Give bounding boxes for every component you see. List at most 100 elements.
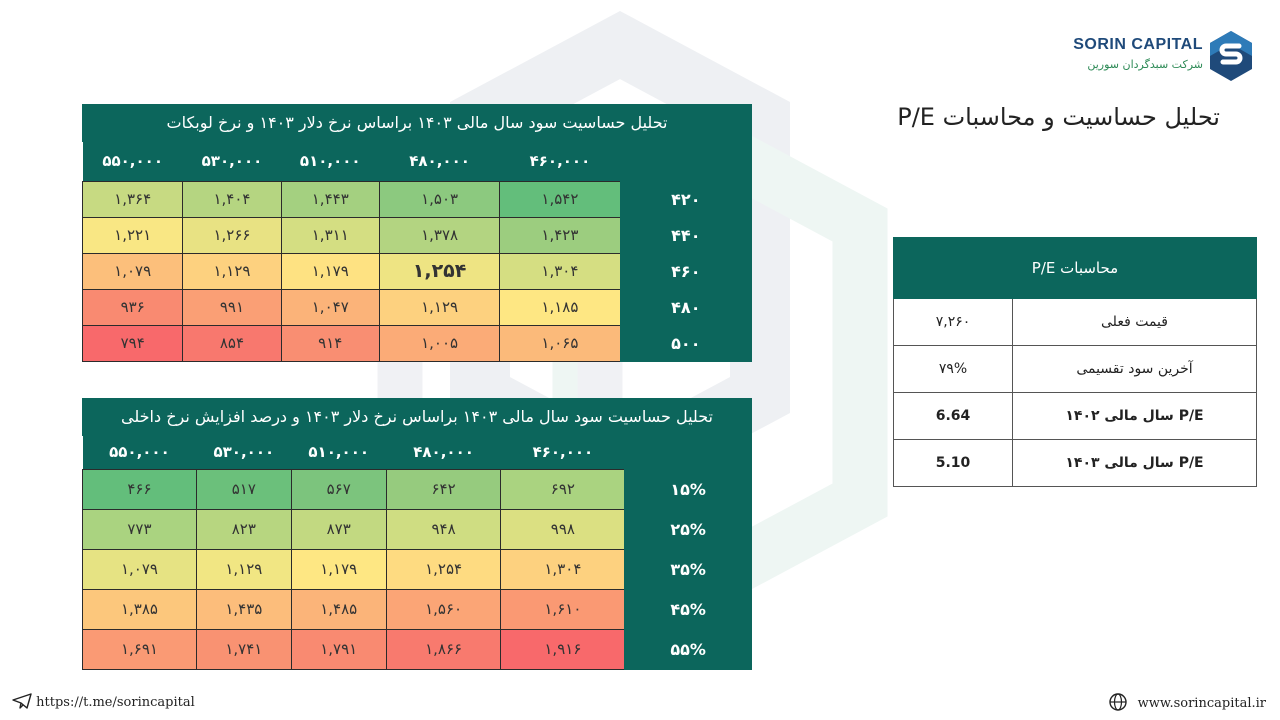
column-header: ۵۳۰,۰۰۰ <box>196 436 292 469</box>
column-header: ۵۱۰,۰۰۰ <box>281 142 380 181</box>
logo-mark-icon <box>1210 31 1252 81</box>
sensitivity-table-lubcut: تحلیل حساسیت سود سال مالی ۱۴۰۳ براساس نر… <box>81 104 753 362</box>
table-cell: ۱,۳۷۸ <box>378 216 501 254</box>
pe-label: آخرین سود تقسیمی <box>1012 345 1257 393</box>
table-cell: ۱,۱۷۹ <box>290 548 387 590</box>
pe-label: P/E سال مالی ۱۴۰۲ <box>1012 392 1257 440</box>
table-row: ۵۰۰ ۱,۰۶۵ ۱,۰۰۵ ۹۱۴ ۸۵۴ ۷۹۴ <box>81 324 753 362</box>
table-cell: ۱,۲۶۶ <box>182 216 282 254</box>
table-cell: ۱,۰۷۹ <box>81 252 184 290</box>
table-cell: ۱,۵۰۳ <box>378 180 501 218</box>
company-logo: SORIN CAPITAL شرکت سبدگردان سورین <box>1068 30 1253 85</box>
table-cell: ۱,۲۵۴ <box>385 548 502 590</box>
table-cell: ۱,۳۶۴ <box>81 180 184 218</box>
table-cell: ۱,۱۲۹ <box>182 252 282 290</box>
table-cell: ۷۹۴ <box>81 324 184 362</box>
table-cell: ۹۹۸ <box>500 508 626 550</box>
table-cell: ۱,۳۰۴ <box>499 252 621 290</box>
row-label: ۴۴۰ <box>619 216 753 254</box>
table-cell: ۱,۰۴۷ <box>280 288 380 326</box>
pe-value: ۷,۲۶۰ <box>893 298 1013 346</box>
table-cell: ۹۹۱ <box>182 288 282 326</box>
table-cell: ۱,۸۶۶ <box>385 628 502 670</box>
table-cell: ۹۴۸ <box>385 508 502 550</box>
table-row: ۵۵% ۱,۹۱۶ ۱,۸۶۶ ۱,۷۹۱ ۱,۷۴۱ ۱,۶۹۱ <box>82 628 752 670</box>
table-cell: ۱,۴۰۴ <box>182 180 282 218</box>
table-cell: ۱,۴۳۵ <box>195 588 292 630</box>
telegram-url: https://t.me/sorincapital <box>36 695 195 710</box>
table-cell: ۱,۷۹۱ <box>290 628 387 670</box>
website-url: www.sorincapital.ir <box>1137 696 1266 711</box>
globe-icon <box>1109 693 1128 711</box>
pe-calculation-table: محاسبات P/E قیمت فعلی ۷,۲۶۰ آخرین سود تقسیم… <box>893 237 1257 487</box>
row-label: ۴۵% <box>624 588 752 630</box>
table-cell: ۱,۲۵۴ <box>378 252 501 290</box>
header-corner <box>620 142 752 181</box>
table-row: ۴۸۰ ۱,۱۸۵ ۱,۱۲۹ ۱,۰۴۷ ۹۹۱ ۹۳۶ <box>81 288 753 326</box>
column-header: ۵۱۰,۰۰۰ <box>291 436 387 469</box>
telegram-link[interactable]: https://t.me/sorincapital <box>12 693 195 710</box>
column-header: ۴۶۰,۰۰۰ <box>500 436 625 469</box>
column-header: ۴۸۰,۰۰۰ <box>386 436 501 469</box>
table-header-row: ۴۶۰,۰۰۰ ۴۸۰,۰۰۰ ۵۱۰,۰۰۰ ۵۳۰,۰۰۰ ۵۵۰,۰۰۰ <box>82 436 752 469</box>
pe-value: 6.64 <box>893 392 1013 440</box>
table-cell: ۴۶۶ <box>82 468 197 510</box>
page-title: تحلیل حساسیت و محاسبات P/E <box>897 103 1220 131</box>
table-row: ۴۵% ۱,۶۱۰ ۱,۵۶۰ ۱,۴۸۵ ۱,۴۳۵ ۱,۳۸۵ <box>82 588 752 630</box>
table-cell: ۶۹۲ <box>500 468 626 510</box>
table-cell: ۷۷۳ <box>82 508 197 550</box>
table-cell: ۱,۱۲۹ <box>195 548 292 590</box>
table-cell: ۱,۳۸۵ <box>82 588 197 630</box>
table-cell: ۱,۲۲۱ <box>81 216 184 254</box>
logo-text-en: SORIN CAPITAL <box>1073 36 1203 53</box>
pe-label: P/E سال مالی ۱۴۰۳ <box>1012 439 1257 487</box>
column-header: ۵۳۰,۰۰۰ <box>182 142 282 181</box>
pe-value: ۷۹% <box>893 345 1013 393</box>
sensitivity-table-domestic-rate: تحلیل حساسیت سود سال مالی ۱۴۰۳ براساس نر… <box>82 398 752 670</box>
table-cell: ۱,۳۰۴ <box>500 548 626 590</box>
table-cell: ۱,۴۸۵ <box>290 588 387 630</box>
table-title: تحلیل حساسیت سود سال مالی ۱۴۰۳ براساس نر… <box>82 398 752 436</box>
pe-row: P/E سال مالی ۱۴۰۲ 6.64 <box>893 392 1257 440</box>
table-cell: ۱,۱۲۹ <box>378 288 501 326</box>
table-row: ۳۵% ۱,۳۰۴ ۱,۲۵۴ ۱,۱۷۹ ۱,۱۲۹ ۱,۰۷۹ <box>82 548 752 590</box>
row-label: ۱۵% <box>624 468 752 510</box>
table-cell: ۵۱۷ <box>195 468 292 510</box>
table-cell: ۱,۱۸۵ <box>499 288 621 326</box>
column-header: ۴۶۰,۰۰۰ <box>499 142 621 181</box>
pe-header-row: محاسبات P/E <box>893 237 1257 299</box>
pe-header: محاسبات P/E <box>893 237 1257 299</box>
table-cell: ۹۳۶ <box>81 288 184 326</box>
table-cell: ۱,۵۴۲ <box>499 180 621 218</box>
table-cell: ۱,۶۱۰ <box>500 588 626 630</box>
website-link[interactable]: www.sorincapital.ir <box>1109 693 1266 711</box>
row-label: ۴۸۰ <box>619 288 753 326</box>
table-cell: ۱,۳۱۱ <box>280 216 380 254</box>
table-cell: ۱,۹۱۶ <box>500 628 626 670</box>
pe-value: 5.10 <box>893 439 1013 487</box>
table-row: ۲۵% ۹۹۸ ۹۴۸ ۸۷۳ ۸۲۳ ۷۷۳ <box>82 508 752 550</box>
table-cell: ۸۷۳ <box>290 508 387 550</box>
row-label: ۳۵% <box>624 548 752 590</box>
table-cell: ۱,۷۴۱ <box>195 628 292 670</box>
table-cell: ۱,۵۶۰ <box>385 588 502 630</box>
table-cell: ۱,۰۷۹ <box>82 548 197 590</box>
pe-row: قیمت فعلی ۷,۲۶۰ <box>893 298 1257 346</box>
pe-label: قیمت فعلی <box>1012 298 1257 346</box>
logo-text-fa: شرکت سبدگردان سورین <box>1087 58 1203 71</box>
table-row: ۴۶۰ ۱,۳۰۴ ۱,۲۵۴ ۱,۱۷۹ ۱,۱۲۹ ۱,۰۷۹ <box>81 252 753 290</box>
column-header: ۵۵۰,۰۰۰ <box>82 436 197 469</box>
column-header: ۵۵۰,۰۰۰ <box>82 142 183 181</box>
table-cell: ۱,۰۶۵ <box>499 324 621 362</box>
row-label: ۴۶۰ <box>619 252 753 290</box>
column-header: ۴۸۰,۰۰۰ <box>379 142 500 181</box>
table-cell: ۸۵۴ <box>182 324 282 362</box>
row-label: ۵۰۰ <box>619 324 753 362</box>
table-cell: ۶۴۲ <box>385 468 502 510</box>
table-row: ۴۲۰ ۱,۵۴۲ ۱,۵۰۳ ۱,۴۴۳ ۱,۴۰۴ ۱,۳۶۴ <box>81 180 753 218</box>
table-cell: ۱,۴۴۳ <box>280 180 380 218</box>
table-cell: ۹۱۴ <box>280 324 380 362</box>
row-label: ۴۲۰ <box>619 180 753 218</box>
pe-row: آخرین سود تقسیمی ۷۹% <box>893 345 1257 393</box>
telegram-icon <box>12 693 32 709</box>
